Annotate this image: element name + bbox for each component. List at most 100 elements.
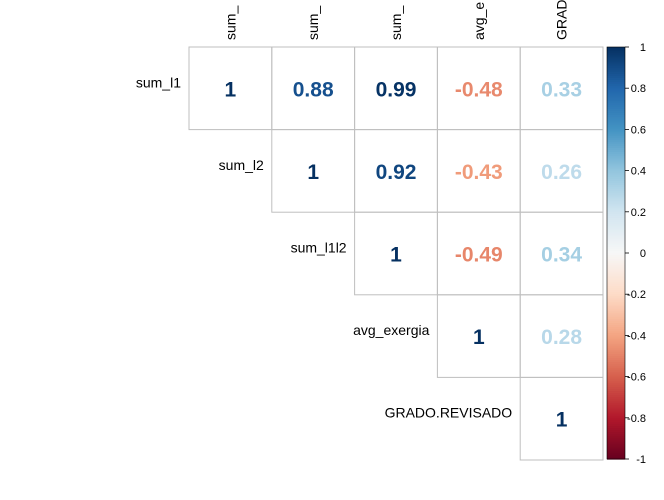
- colorbar-segment: [607, 51, 625, 54]
- colorbar-segment: [607, 438, 625, 442]
- colorbar-segment: [607, 47, 625, 50]
- colorbar-segment: [607, 411, 625, 415]
- colorbar-segment: [607, 281, 625, 285]
- colorbar-segment: [607, 112, 625, 116]
- colorbar-segment: [607, 213, 625, 217]
- colorbar-segment: [607, 290, 625, 293]
- colorbar-segment: [607, 446, 625, 450]
- colorbar-segment: [607, 397, 625, 400]
- colorbar-segment: [607, 358, 625, 361]
- column-label: avg_e: [471, 2, 487, 40]
- colorbar-segment: [607, 215, 625, 219]
- colorbar-segment: [607, 364, 625, 367]
- colorbar-segment: [607, 238, 625, 242]
- colorbar-segment: [607, 419, 625, 423]
- colorbar-segment: [607, 374, 625, 378]
- colorbar-segment: [607, 267, 625, 271]
- colorbar-segment: [607, 335, 625, 339]
- colorbar-segment: [607, 228, 625, 231]
- colorbar-segment: [607, 201, 625, 205]
- colorbar-segment: [607, 432, 625, 435]
- colorbar-segment: [607, 259, 625, 262]
- colorbar-segment: [607, 88, 625, 91]
- colorbar-segment: [607, 353, 625, 357]
- colorbar-segment: [607, 168, 625, 172]
- colorbar-segment: [607, 409, 625, 413]
- colorbar-segment: [607, 318, 625, 322]
- colorbar-segment: [607, 382, 625, 386]
- colorbar-segment: [607, 271, 625, 275]
- coefficient-label: 1: [307, 161, 319, 184]
- colorbar-segment: [607, 178, 625, 182]
- colorbar-segment: [607, 426, 625, 429]
- coefficient-label: 0.88: [293, 78, 334, 101]
- colorbar-segment: [607, 207, 625, 211]
- colorbar-segment: [607, 448, 625, 452]
- row-label: sum_l2: [219, 157, 264, 173]
- colorbar-segment: [607, 378, 625, 382]
- colorbar-segment: [607, 341, 625, 345]
- colorbar-segment: [607, 100, 625, 104]
- row-label: avg_exergia: [353, 322, 429, 338]
- colorbar-segment: [607, 114, 625, 118]
- colorbar-segment: [607, 234, 625, 238]
- colorbar-segment: [607, 325, 625, 328]
- colorbar-segment: [607, 343, 625, 347]
- colorbar-segment: [607, 53, 625, 56]
- coefficient-label: 0.33: [541, 78, 582, 101]
- coefficient-label: 0.26: [541, 161, 582, 184]
- colorbar-segment: [607, 345, 625, 349]
- colorbar-segment: [607, 236, 625, 240]
- colorbar-segment: [607, 393, 625, 396]
- colorbar-segment: [607, 154, 625, 157]
- colorbar-segment: [607, 306, 625, 310]
- colorbar-segment: [607, 240, 625, 244]
- colorbar-segment: [607, 333, 625, 336]
- colorbar-segment: [607, 450, 625, 454]
- colorbar-segment: [607, 298, 625, 301]
- colorbar-segment: [607, 123, 625, 126]
- colorbar-segment: [607, 283, 625, 287]
- colorbar-segment: [607, 127, 625, 130]
- colorbar-segment: [607, 65, 625, 69]
- colorbar-segment: [607, 162, 625, 166]
- colorbar-segment: [607, 423, 625, 427]
- colorbar-segment: [607, 277, 625, 281]
- colorbar-segment: [607, 285, 625, 289]
- grid-cell: [519, 376, 604, 461]
- coefficient-label: 1: [473, 326, 485, 349]
- colorbar-segment: [607, 117, 625, 120]
- colorbar-segment: [607, 170, 625, 174]
- colorbar-segment: [607, 160, 625, 163]
- colorbar-segment: [607, 164, 625, 168]
- coefficient-label: 0.34: [541, 244, 582, 267]
- colorbar-segment: [607, 405, 625, 409]
- colorbar-segment: [607, 232, 625, 236]
- colorbar-tick-label: 0.8: [631, 83, 646, 95]
- colorbar-segment: [607, 454, 625, 458]
- colorbar-segment: [607, 452, 625, 456]
- colorbar-segment: [607, 417, 625, 421]
- colorbar-segment: [607, 296, 625, 299]
- coefficient-label: 1: [556, 409, 568, 432]
- colorbar-segment: [607, 180, 625, 184]
- coefficient-label: 0.92: [376, 161, 417, 184]
- colorbar-segment: [607, 304, 625, 308]
- colorbar-segment: [607, 205, 625, 209]
- colorbar-segment: [607, 158, 625, 161]
- colorbar-segment: [607, 362, 625, 365]
- column-label: sum_: [222, 6, 238, 40]
- colorbar-segment: [607, 339, 625, 343]
- colorbar-segment: [607, 320, 625, 324]
- colorbar-segment: [607, 456, 625, 460]
- colorbar-segment: [607, 141, 625, 145]
- colorbar-segment: [607, 230, 625, 233]
- colorbar-segment: [607, 182, 625, 186]
- row-label: sum_l1l2: [291, 240, 347, 256]
- coefficient-label: -0.43: [455, 161, 503, 184]
- colorbar-segment: [607, 96, 625, 100]
- colorbar-segment: [607, 415, 625, 419]
- colorbar-segment: [607, 440, 625, 444]
- colorbar-segment: [607, 121, 625, 124]
- colorbar-segment: [607, 314, 625, 318]
